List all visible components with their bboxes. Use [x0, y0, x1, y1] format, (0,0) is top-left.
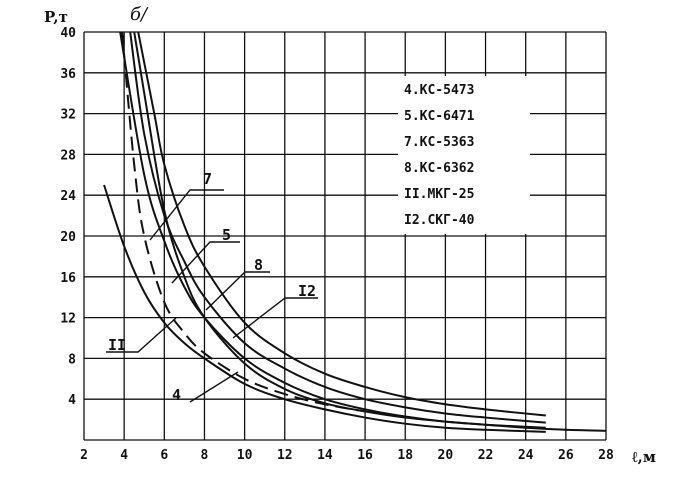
y-axis-title: P,т: [44, 8, 68, 26]
x-tick-label: 18: [397, 448, 413, 463]
y-tick-label: 36: [60, 67, 76, 82]
x-tick-label: 2: [80, 448, 88, 463]
y-tick-label: 16: [60, 271, 76, 286]
curve-leader-line: [232, 297, 318, 339]
series-line-4: [103, 184, 546, 433]
curve-label: 7: [203, 170, 212, 188]
series-line-8: [137, 32, 546, 417]
legend-entry: 7.КС-5363: [404, 135, 474, 150]
legend-entry: I2.СКГ-40: [404, 213, 475, 228]
x-tick-label: 16: [357, 448, 373, 463]
curve-label: 4: [172, 386, 181, 404]
curve-label: 8: [254, 256, 263, 274]
curves: [103, 32, 606, 433]
curve-leader-line: [171, 241, 240, 284]
curve-leader-line: [149, 189, 224, 241]
legend-entry: 4.КС-5473: [404, 83, 474, 98]
legend-background: [398, 76, 530, 234]
x-axis-title: ℓ,м: [632, 448, 656, 466]
x-tick-label: 28: [598, 448, 614, 463]
legend-entry: II.МКГ-25: [404, 187, 474, 202]
x-tick-label: 4: [120, 448, 128, 463]
curve-label: 5: [222, 226, 231, 244]
x-tick-label: 14: [317, 448, 333, 463]
x-tick-label: 10: [237, 448, 253, 463]
y-tick-label: 40: [60, 26, 76, 41]
curve-label: II: [108, 336, 126, 354]
series-line-II: [121, 32, 366, 413]
x-tick-label: 22: [478, 448, 494, 463]
x-tick-label: 6: [160, 448, 168, 463]
tick-labels: 2 4 6 8 10 12 14 16 18 20 22 24 26 284812162024283236…: [60, 26, 614, 463]
panel-label: б/: [130, 4, 149, 25]
curve-leaders: [106, 189, 318, 403]
y-tick-label: 32: [60, 108, 76, 123]
curve-leader-line: [189, 371, 239, 403]
series-line-I2: [133, 32, 606, 432]
y-tick-label: 28: [60, 148, 76, 163]
x-tick-label: 24: [518, 448, 534, 463]
y-tick-label: 12: [60, 312, 76, 327]
x-tick-label: 8: [201, 448, 209, 463]
series-line-7: [129, 32, 546, 424]
y-tick-label: 8: [68, 352, 76, 367]
y-tick-label: 24: [60, 189, 76, 204]
curve-number-labels: 7 5 8 I2 II 4: [108, 170, 316, 404]
legend: 4.КС-5473 5.КС-6471 7.КС-5363 8.КС-6362 II.М…: [398, 76, 530, 234]
curve-label: I2: [298, 282, 316, 300]
curve-leader-line: [106, 317, 177, 353]
y-tick-label: 20: [60, 230, 76, 245]
x-tick-label: 20: [438, 448, 454, 463]
legend-entry: 5.КС-6471: [404, 109, 475, 124]
x-tick-label: 12: [277, 448, 293, 463]
y-tick-label: 4: [68, 393, 76, 408]
x-tick-label: 26: [558, 448, 574, 463]
curve-leader-line: [205, 271, 270, 311]
legend-entry: 8.КС-6362: [404, 161, 474, 176]
